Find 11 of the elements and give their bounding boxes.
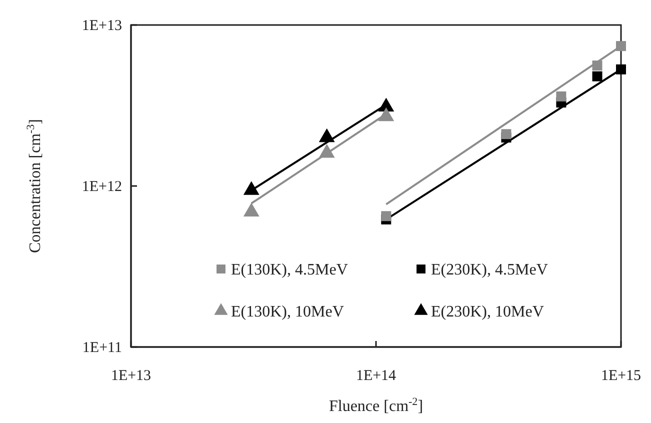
legend-label: E(130K), 10MeV bbox=[231, 304, 344, 321]
x-tick-label: 1E+14 bbox=[356, 368, 397, 384]
legend-label: E(230K), 10MeV bbox=[431, 304, 544, 321]
x-axis-title: Fluence [cm$^{-2}$] bbox=[328, 396, 424, 415]
y-tick-label: 1E+12 bbox=[82, 178, 122, 195]
legend-label: E(130K), 4.5MeV bbox=[231, 262, 348, 279]
y-tick-label: 1E+13 bbox=[82, 18, 122, 34]
y-tick-label: 1E+11 bbox=[82, 340, 122, 356]
x-tick-label: 1E+13 bbox=[110, 368, 152, 384]
legend-label: E(230K), 4.5MeV bbox=[431, 262, 548, 279]
x-tick-label: 1E+15 bbox=[600, 368, 642, 384]
